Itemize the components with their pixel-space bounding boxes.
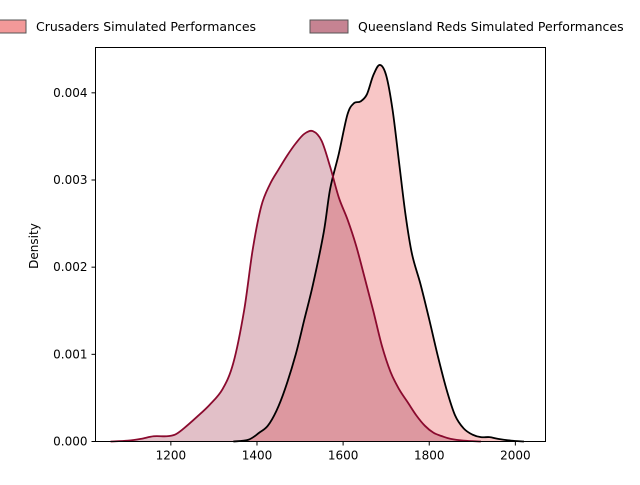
series-0-area xyxy=(233,64,524,442)
legend-swatch xyxy=(309,19,349,34)
legend-label: Queensland Reds Simulated Performances xyxy=(358,19,624,34)
x-tick-label: 1800 xyxy=(414,449,445,463)
y-tick-label: 0.001 xyxy=(53,347,87,361)
x-tick-label: 1200 xyxy=(156,449,187,463)
x-tick-label: 1600 xyxy=(328,449,359,463)
y-tick-label: 0.004 xyxy=(53,86,87,100)
y-tick-label: 0.002 xyxy=(53,260,87,274)
plot-frame xyxy=(95,47,546,442)
x-axis: 1200 1400 1600 1800 2000 xyxy=(156,441,531,463)
x-tick-label: 2000 xyxy=(500,449,531,463)
y-axis-title: Density xyxy=(27,223,41,269)
plot-area xyxy=(110,64,525,443)
legend-swatch xyxy=(0,19,27,34)
series-1-line xyxy=(110,129,481,443)
legend: Crusaders Simulated Performances Queensla… xyxy=(0,19,624,34)
x-tick-label: 1400 xyxy=(242,449,273,463)
y-tick-label: 0.000 xyxy=(53,435,87,449)
series-0-line xyxy=(233,64,525,443)
legend-label: Crusaders Simulated Performances xyxy=(36,19,256,34)
y-axis: 0.000 0.001 0.002 0.003 0.004 xyxy=(53,86,96,449)
y-tick-label: 0.003 xyxy=(53,173,87,187)
series-1-area xyxy=(110,130,481,442)
